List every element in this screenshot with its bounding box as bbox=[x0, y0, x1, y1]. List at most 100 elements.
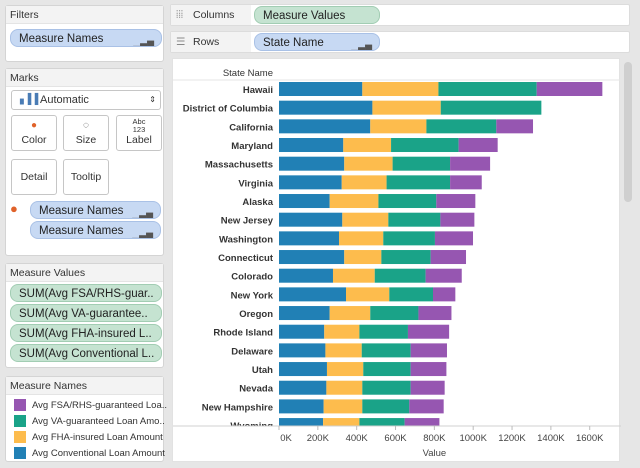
color-button[interactable]: ● Color bbox=[11, 115, 57, 151]
bar-segment bbox=[323, 399, 363, 414]
columns-icon: ⦙⦙⦙ bbox=[176, 9, 184, 21]
bar-segment bbox=[362, 82, 439, 96]
state-label: Rhode Island bbox=[213, 328, 273, 339]
bar-chart-icon: ▖▌▌ bbox=[20, 94, 42, 105]
bar-segment bbox=[440, 100, 542, 115]
bar-segment bbox=[410, 362, 447, 377]
state-label: Hawaii bbox=[243, 85, 273, 96]
bar-segment bbox=[430, 250, 467, 265]
bar-segment bbox=[361, 343, 411, 358]
label-button[interactable]: Abc 123 Label bbox=[116, 115, 162, 151]
bar-segment bbox=[345, 287, 390, 302]
detail-label: Detail bbox=[20, 171, 48, 183]
marks-pill-color[interactable]: Measure Names ▁▃▅ bbox=[30, 201, 161, 219]
bar-segment bbox=[339, 231, 384, 246]
bar-segment bbox=[434, 231, 474, 246]
filters-card: Filters Measure Names ▁▃▅ bbox=[5, 5, 164, 62]
state-label: New Hampshire bbox=[202, 402, 273, 413]
bar-segment bbox=[279, 399, 324, 414]
label-icon: Abc 123 bbox=[132, 117, 146, 134]
bar-segment bbox=[381, 250, 431, 265]
bar-segment bbox=[386, 175, 451, 190]
legend-card: Measure Names Avg FSA/RHS-guaranteed Loa… bbox=[5, 376, 167, 462]
bar-segment bbox=[341, 175, 387, 190]
size-button[interactable]: ◌ Size bbox=[63, 115, 109, 151]
bar-segment bbox=[391, 138, 459, 153]
pill-label: Measure Names bbox=[39, 225, 124, 237]
state-label: Virginia bbox=[238, 178, 273, 189]
x-tick-label: 600K bbox=[384, 433, 407, 444]
measure-pill[interactable]: SUM(Avg VA-guarantee.. bbox=[10, 304, 162, 322]
rows-icon: ☰ bbox=[176, 36, 186, 48]
bar-segment bbox=[404, 418, 440, 426]
state-label: New York bbox=[231, 290, 274, 301]
bar-segment bbox=[279, 175, 342, 190]
x-axis-title: Value bbox=[423, 448, 447, 459]
state-label: California bbox=[229, 122, 274, 133]
measure-pill[interactable]: SUM(Avg FSA/RHS-guar.. bbox=[10, 284, 162, 302]
bar-segment bbox=[410, 343, 447, 358]
bar-segment bbox=[362, 399, 410, 414]
x-tick-label: 400K bbox=[346, 433, 369, 444]
bars-group: Hawaii District of Columbia California Mary… bbox=[183, 82, 603, 426]
pill-label: Measure Names bbox=[19, 33, 104, 45]
pill-label: State Name bbox=[263, 37, 324, 49]
size-label: Size bbox=[75, 134, 97, 146]
bar-segment bbox=[329, 306, 371, 321]
bar-segment bbox=[392, 156, 451, 171]
rows-shelf[interactable]: ☰ Rows State Name ▁▃▅ bbox=[170, 31, 630, 53]
marks-card: Marks ▖▌▌ Automatic ⇕ ● Color ◌ Size Abc 1… bbox=[5, 68, 164, 256]
filter-pill-measure-names[interactable]: Measure Names ▁▃▅ bbox=[10, 29, 162, 47]
state-label: Delaware bbox=[231, 346, 273, 357]
bar-segment bbox=[279, 306, 330, 321]
bar-segment bbox=[450, 175, 482, 190]
bar-segment bbox=[279, 343, 326, 358]
columns-pill-measure-values[interactable]: Measure Values bbox=[254, 6, 380, 24]
row-header: State Name bbox=[223, 68, 273, 79]
bar-segment bbox=[279, 362, 327, 377]
mark-type-select[interactable]: ▖▌▌ Automatic ⇕ bbox=[11, 90, 161, 110]
bar-segment bbox=[343, 138, 392, 153]
columns-shelf[interactable]: ⦙⦙⦙ Columns Measure Values bbox=[170, 4, 630, 26]
state-label: Massachusetts bbox=[205, 160, 273, 171]
x-tick-label: 1200K bbox=[498, 433, 526, 444]
bar-segment bbox=[496, 119, 534, 134]
rows-pill-state-name[interactable]: State Name ▁▃▅ bbox=[254, 33, 380, 51]
state-label: Alaska bbox=[242, 197, 273, 208]
bar-segment bbox=[344, 250, 382, 265]
legend-swatch bbox=[14, 415, 26, 428]
measure-values-card: Measure Values SUM(Avg FSA/RHS-guar.. SU… bbox=[5, 263, 164, 368]
rows-label: ☰ Rows bbox=[171, 32, 251, 52]
sort-icon: ▁▃▅ bbox=[132, 229, 153, 239]
state-label: Oregon bbox=[239, 309, 273, 320]
legend-label: Avg FSA/RHS-guaranteed Loa.. bbox=[32, 400, 168, 411]
measure-pill[interactable]: SUM(Avg FHA-insured L.. bbox=[10, 324, 162, 342]
tooltip-button[interactable]: Tooltip bbox=[63, 159, 109, 195]
x-tick-label: 200K bbox=[307, 433, 330, 444]
size-icon: ◌ bbox=[83, 120, 89, 131]
bar-segment bbox=[326, 380, 363, 395]
x-tick-label: 1000K bbox=[459, 433, 487, 444]
bar-segment bbox=[436, 194, 476, 209]
sort-icon: ▁▃▅ bbox=[132, 209, 153, 219]
bar-segment bbox=[378, 194, 437, 209]
state-label: New Jersey bbox=[221, 216, 274, 227]
marks-title: Marks bbox=[6, 69, 163, 87]
state-label: Utah bbox=[252, 365, 273, 376]
legend-item[interactable]: Avg VA-guaranteed Loan Amo.. bbox=[14, 415, 165, 429]
bar-segment bbox=[536, 82, 603, 96]
vertical-scrollbar[interactable] bbox=[624, 62, 632, 202]
bar-segment bbox=[279, 268, 333, 283]
legend-item[interactable]: Avg FHA-insured Loan Amount bbox=[14, 431, 163, 445]
mark-type-value: Automatic bbox=[40, 94, 89, 106]
legend-item[interactable]: Avg FSA/RHS-guaranteed Loa.. bbox=[14, 399, 167, 413]
detail-button[interactable]: Detail bbox=[11, 159, 57, 195]
bar-segment bbox=[372, 100, 441, 115]
bar-segment bbox=[344, 156, 393, 171]
color-label: Color bbox=[21, 134, 47, 146]
bar-segment bbox=[410, 380, 445, 395]
marks-pill-label[interactable]: Measure Names ▁▃▅ bbox=[30, 221, 161, 239]
measure-pill[interactable]: SUM(Avg Conventional L.. bbox=[10, 344, 162, 362]
legend-item[interactable]: Avg Conventional Loan Amount bbox=[14, 447, 165, 461]
bar-segment bbox=[326, 362, 364, 377]
